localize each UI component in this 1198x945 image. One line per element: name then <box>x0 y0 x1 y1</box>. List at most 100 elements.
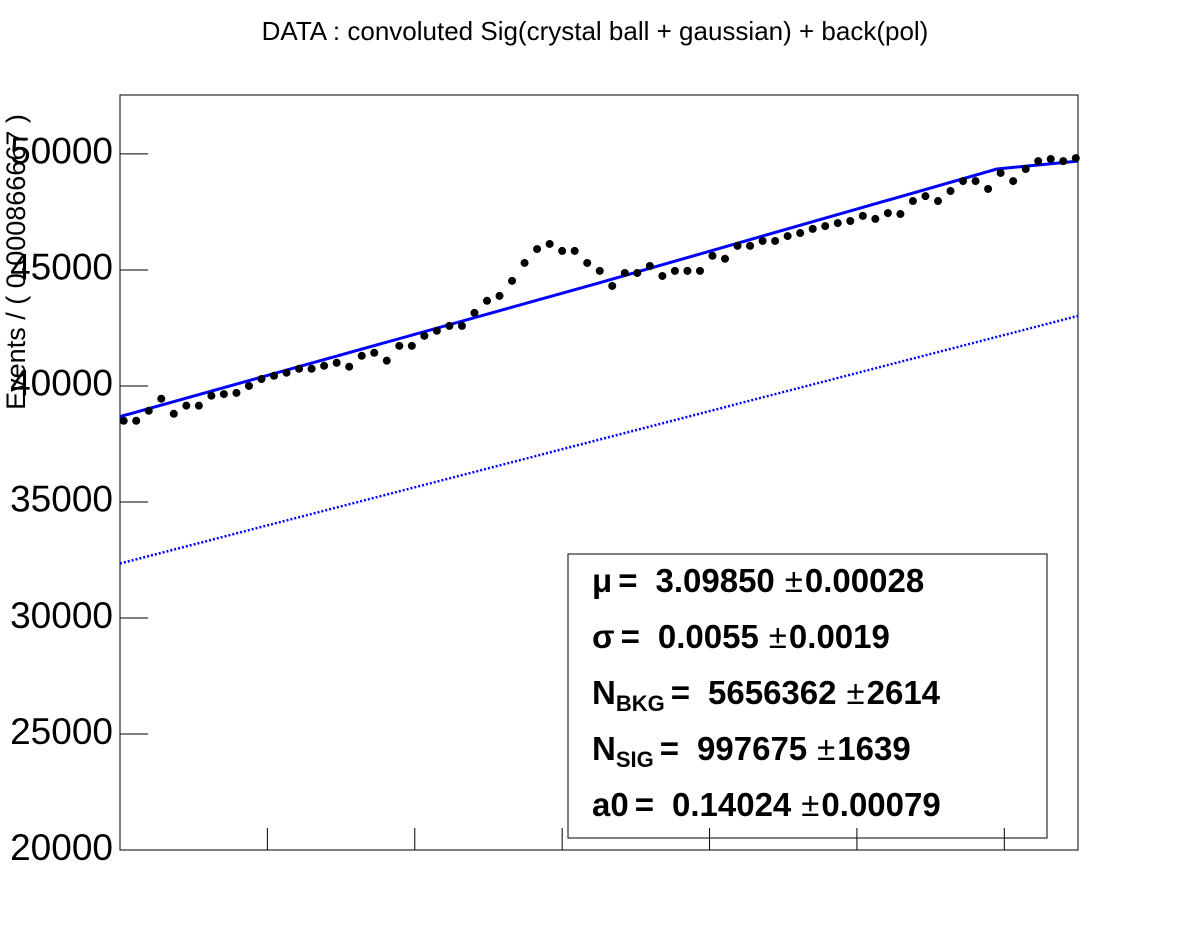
data-point <box>432 326 441 335</box>
data-point <box>194 401 203 410</box>
equals-sign: = <box>635 786 654 823</box>
data-point <box>570 246 579 255</box>
background-curve <box>119 314 1079 565</box>
param-name: N <box>592 674 616 711</box>
data-point <box>683 266 692 275</box>
data-point <box>1071 154 1080 163</box>
data-point <box>345 362 354 371</box>
data-point <box>207 391 216 400</box>
data-point <box>282 368 291 377</box>
data-point <box>470 308 479 317</box>
data-point <box>871 214 880 223</box>
data-point <box>695 266 704 275</box>
equals-sign: = <box>618 562 637 599</box>
data-point <box>921 192 930 201</box>
data-point <box>808 224 817 233</box>
plus-minus: ± <box>801 786 819 823</box>
data-point <box>896 210 905 219</box>
y-tick-label: 35000 <box>10 479 113 520</box>
data-point <box>508 276 517 285</box>
data-point <box>633 268 642 277</box>
param-subscript: SIG <box>616 747 654 772</box>
plus-minus: ± <box>785 562 803 599</box>
data-point <box>520 258 529 267</box>
data-point <box>996 168 1005 177</box>
data-point <box>244 381 253 390</box>
data-point <box>796 229 805 238</box>
y-tick-label: 40000 <box>10 363 113 404</box>
data-point <box>658 271 667 280</box>
equals-sign: = <box>660 730 679 767</box>
y-tick-label: 30000 <box>10 595 113 636</box>
y-tick-label: 45000 <box>10 247 113 288</box>
data-point <box>457 321 466 330</box>
data-point <box>307 364 316 373</box>
data-point <box>357 351 366 360</box>
data-point <box>144 406 153 415</box>
plus-minus: ± <box>769 618 787 655</box>
data-point <box>1021 165 1030 174</box>
data-point <box>232 388 241 397</box>
param-name: a0 <box>592 786 629 823</box>
data-point <box>783 232 792 241</box>
data-point <box>908 197 917 206</box>
param-name: N <box>592 730 616 767</box>
data-point <box>182 401 191 410</box>
plot-frame <box>119 94 1079 851</box>
data-point <box>771 236 780 245</box>
data-point <box>821 222 830 231</box>
data-point <box>858 211 867 220</box>
data-point <box>620 268 629 277</box>
data-point <box>533 245 542 254</box>
stat-line: NSIG = 997675 ±1639 <box>592 730 911 772</box>
data-point <box>395 341 404 350</box>
data-point <box>1059 157 1068 166</box>
data-point <box>132 416 141 425</box>
param-error: 1639 <box>837 730 910 767</box>
data-point <box>382 356 391 365</box>
stats-box <box>567 553 1048 839</box>
param-value: 0.0055 <box>658 618 759 655</box>
data-point <box>595 266 604 275</box>
equals-sign: = <box>671 674 690 711</box>
param-error: 0.0019 <box>789 618 890 655</box>
param-name: μ <box>592 562 612 599</box>
data-point <box>608 281 617 290</box>
param-value: 3.09850 <box>655 562 774 599</box>
data-point <box>946 187 955 196</box>
data-point <box>495 291 504 300</box>
data-point <box>295 364 304 373</box>
data-point <box>545 239 554 248</box>
data-point <box>270 371 279 380</box>
data-point <box>846 216 855 225</box>
data-point <box>645 262 654 271</box>
param-value: 5656362 <box>708 674 836 711</box>
data-point <box>933 197 942 206</box>
data-point <box>219 390 228 399</box>
y-tick-label: 25000 <box>10 711 113 752</box>
data-point <box>119 416 128 425</box>
y-tick-label: 50000 <box>10 131 113 172</box>
data-point <box>984 184 993 193</box>
data-point <box>482 296 491 305</box>
data-point <box>370 348 379 357</box>
param-error: 2614 <box>867 674 941 711</box>
plus-minus: ± <box>847 674 865 711</box>
data-point <box>708 251 717 260</box>
data-point <box>169 409 178 418</box>
data-point <box>558 246 567 255</box>
data-point <box>1046 155 1055 164</box>
chart-title: DATA : convoluted Sig(crystal ball + gau… <box>262 16 929 46</box>
stat-line: σ = 0.0055 ±0.0019 <box>592 618 890 655</box>
param-subscript: BKG <box>616 691 665 716</box>
data-point <box>320 361 329 370</box>
stat-line: a0 = 0.14024 ±0.00079 <box>592 786 941 823</box>
data-point <box>833 219 842 228</box>
y-tick-label: 20000 <box>10 827 113 868</box>
data-point <box>721 254 730 263</box>
data-point <box>733 241 742 250</box>
y-axis-label: Events / ( 0.000866667 ) <box>1 114 31 410</box>
data-point <box>959 177 968 186</box>
data-point <box>407 341 416 350</box>
